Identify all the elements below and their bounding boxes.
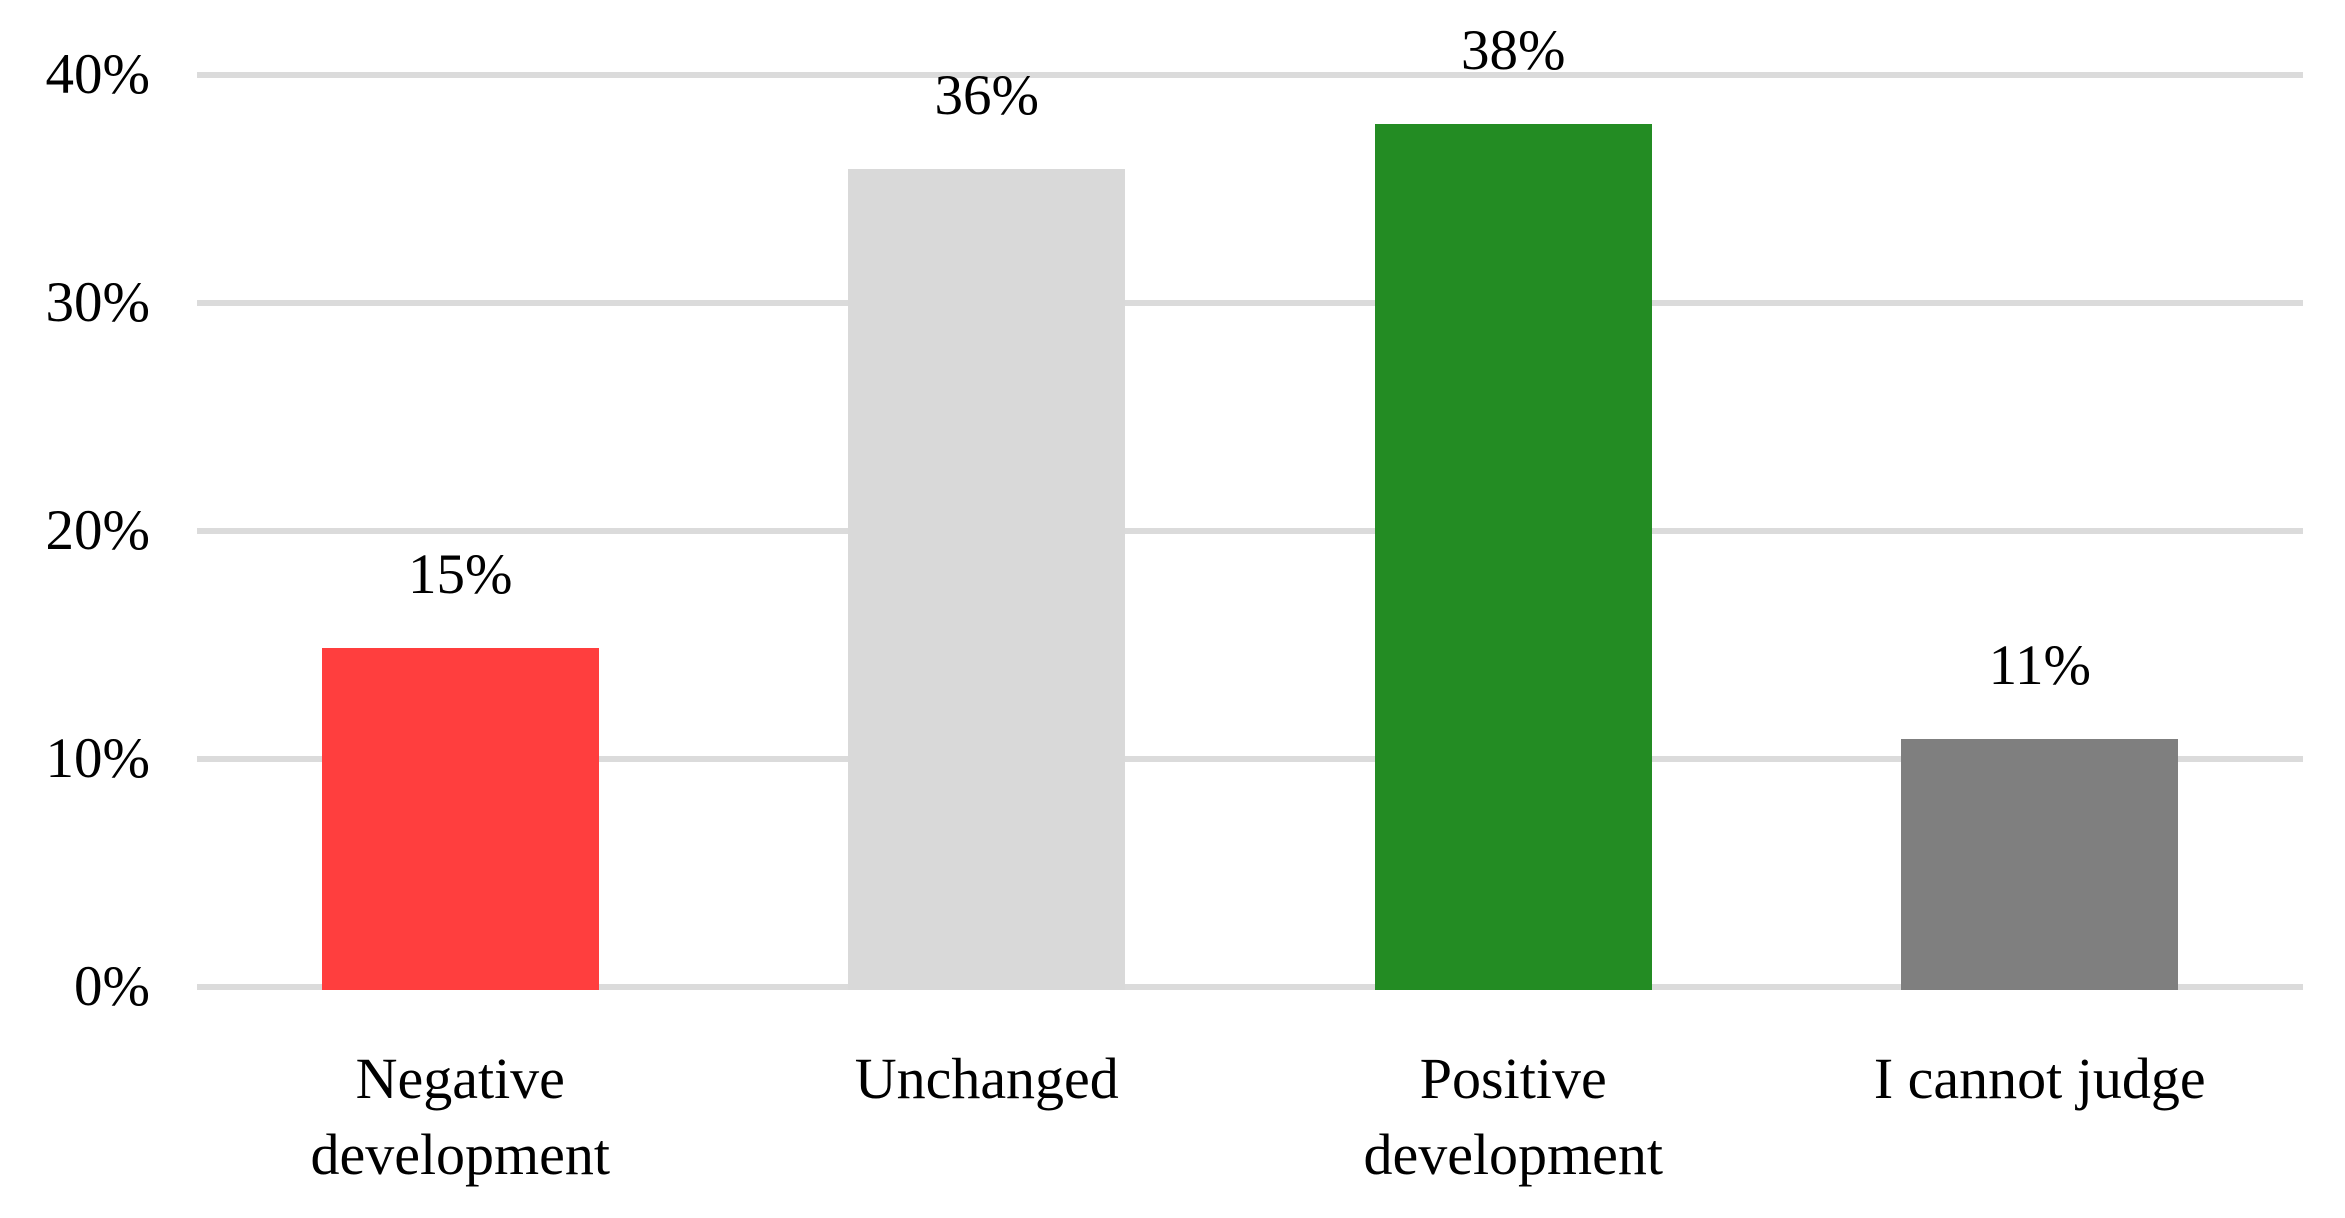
bar-value-label-negative-development: 15% (408, 543, 513, 606)
gridline-30 (197, 300, 2303, 306)
gridline-10 (197, 756, 2303, 762)
x-tick-label-line: Negative (355, 1046, 565, 1111)
y-tick-label-10: 10% (45, 727, 150, 790)
x-tick-label-line: Positive (1419, 1046, 1607, 1111)
gridline-20 (197, 528, 2303, 534)
x-tick-label-unchanged: Unchanged (724, 1041, 1251, 1117)
x-tick-label-negative-development: Negative development (197, 1041, 724, 1193)
y-tick-label-40: 40% (45, 43, 150, 106)
x-tick-label-line: development (310, 1122, 611, 1187)
y-tick-label-20: 20% (45, 499, 150, 562)
x-tick-label-line: development (1363, 1122, 1664, 1187)
x-tick-label-positive-development: Positive development (1250, 1041, 1777, 1193)
bar-positive-development (1374, 123, 1652, 990)
bar-unchanged (848, 169, 1126, 990)
x-tick-label-i-cannot-judge: I cannot judge (1777, 1041, 2304, 1117)
bar-value-label-positive-development: 38% (1461, 18, 1566, 82)
y-tick-label-0: 0% (74, 955, 150, 1018)
bar-value-label-i-cannot-judge: 11% (1988, 634, 2091, 698)
gridline-0 (197, 984, 2303, 990)
bar-value-label-unchanged: 36% (934, 64, 1039, 128)
gridline-40 (197, 72, 2303, 78)
y-tick-label-30: 30% (45, 271, 150, 334)
bar-negative-development (321, 648, 599, 990)
x-tick-label-line: Unchanged (854, 1046, 1119, 1111)
x-tick-label-line: I cannot judge (1873, 1046, 2206, 1111)
bar-i-cannot-judge (1901, 739, 2179, 990)
